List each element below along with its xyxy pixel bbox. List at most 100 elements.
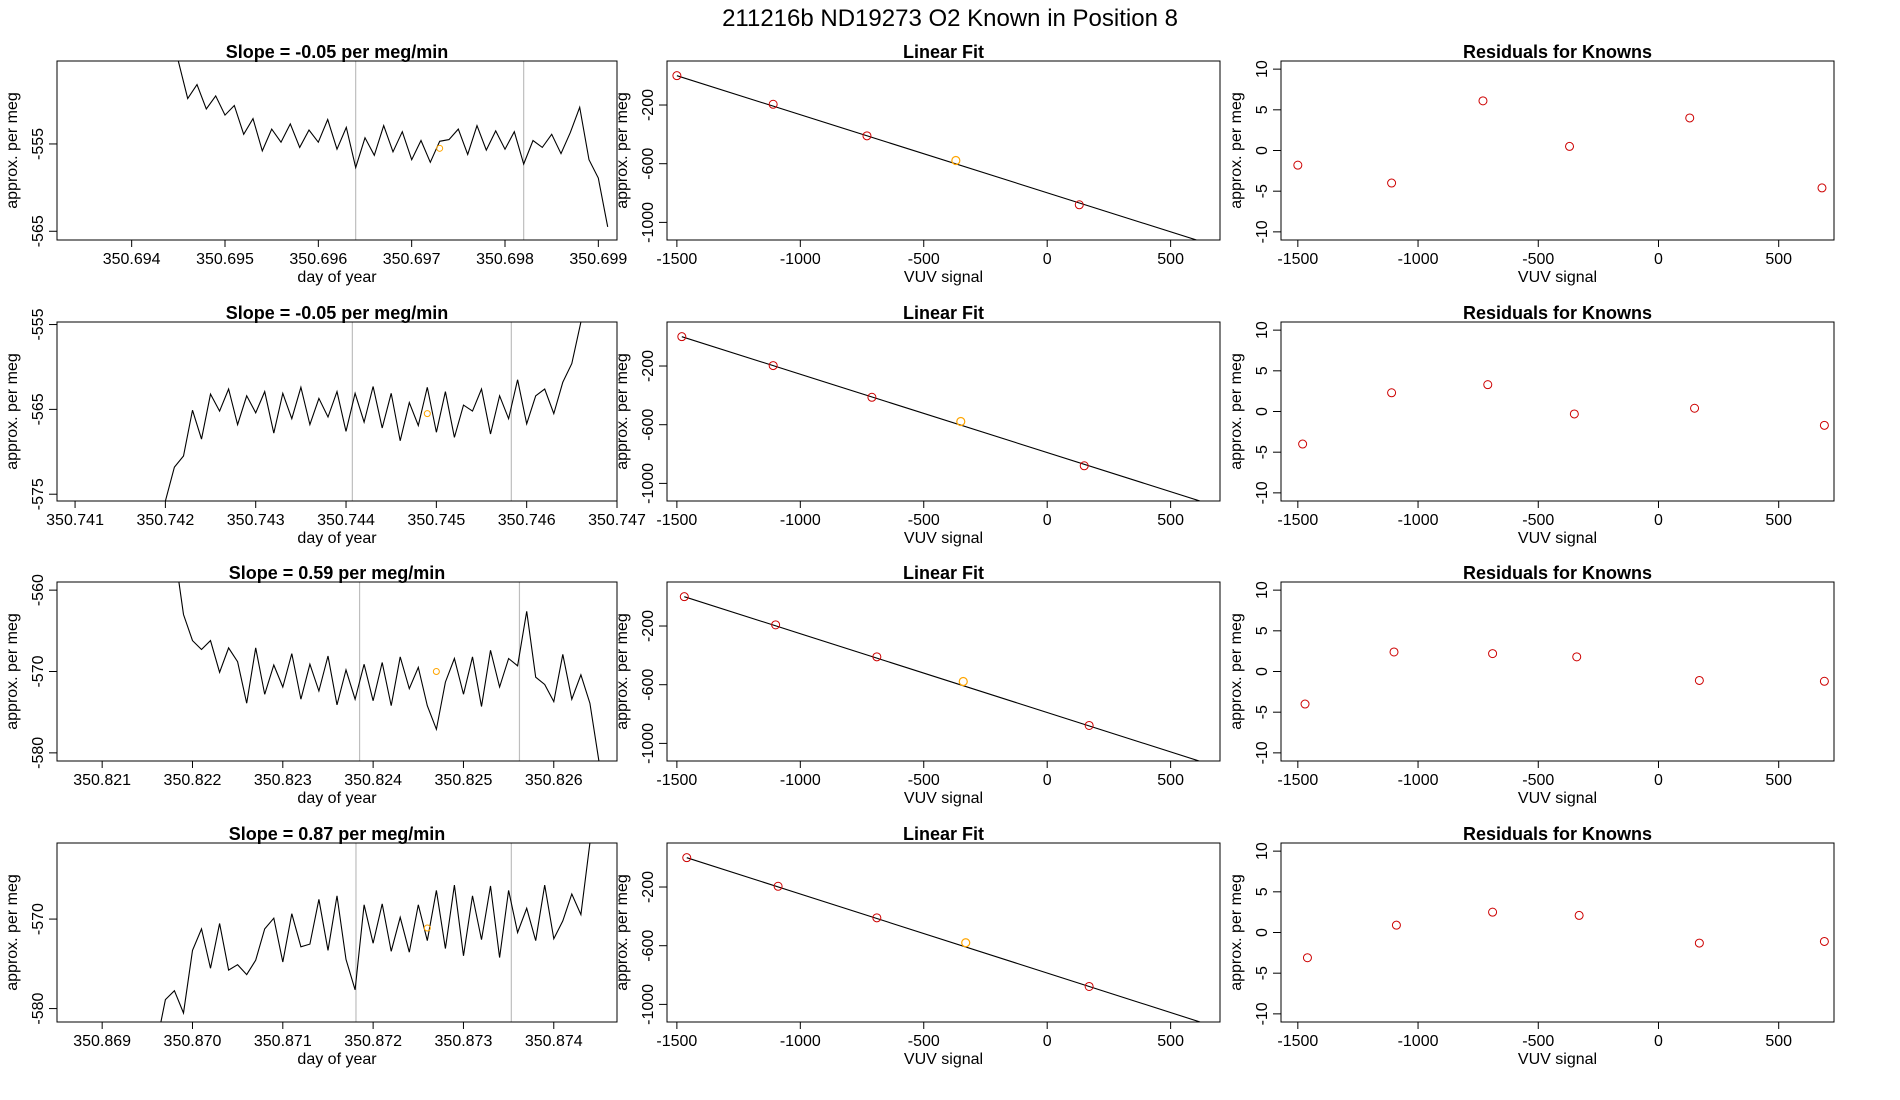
- y-tick-label: -600: [640, 409, 657, 441]
- x-tick-label: -1000: [1398, 512, 1439, 529]
- x-tick-label: -1500: [656, 251, 697, 268]
- y-tick-label: -5: [1254, 184, 1271, 198]
- known-point: [862, 131, 872, 141]
- y-tick-label: -200: [640, 89, 657, 121]
- x-axis-label: day of year: [297, 790, 377, 807]
- sample-point: [961, 938, 971, 948]
- signal-trace: [164, 322, 582, 501]
- residual-point: [1819, 936, 1829, 946]
- panel-res3: Residuals for Knowns -1500 -1000 -500 0 500 10…: [1228, 563, 1835, 807]
- y-tick-label: -200: [640, 350, 657, 382]
- x-tick-label: -500: [908, 1033, 940, 1050]
- panel-res4: Residuals for Knowns -1500 -1000 -500 0 500 10…: [1228, 824, 1835, 1068]
- plot-area: [164, 322, 582, 501]
- plot-area: [677, 332, 1222, 511]
- x-tick-label: -500: [1522, 512, 1554, 529]
- plot-area: [177, 61, 609, 240]
- x-tick-label: 0: [1654, 772, 1663, 789]
- known-point: [1079, 461, 1089, 471]
- panel-title: Residuals for Knowns: [1463, 303, 1652, 323]
- plot-frame: [1280, 321, 1835, 502]
- plot-frame: [56, 581, 618, 762]
- x-tick-label: 350.697: [383, 251, 441, 268]
- residual-point: [1389, 647, 1399, 657]
- y-axis-label: approx. per meg: [1228, 92, 1245, 209]
- x-tick-label: -1500: [1277, 251, 1318, 268]
- x-tick-label: 0: [1043, 1033, 1052, 1050]
- residual-point: [1293, 160, 1303, 170]
- known-point: [1214, 763, 1222, 771]
- plot-frame: [666, 60, 1221, 241]
- x-tick-label: -1000: [780, 512, 821, 529]
- y-tick-label: 0: [1254, 928, 1271, 937]
- y-tick-label: -200: [640, 610, 657, 642]
- y-tick-label: -600: [640, 930, 657, 962]
- x-tick-label: 500: [1765, 512, 1792, 529]
- y-tick-label: -10: [1254, 220, 1271, 243]
- x-tick-label: -1500: [1277, 512, 1318, 529]
- x-tick-label: 350.871: [254, 1033, 312, 1050]
- panel-title: Slope = 0.59 per meg/min: [229, 563, 446, 583]
- x-tick-label: 350.695: [196, 251, 254, 268]
- x-tick-label: 350.824: [344, 772, 402, 789]
- plot-frame: [56, 321, 618, 502]
- x-tick-label: -500: [1522, 772, 1554, 789]
- residual-point: [1694, 675, 1704, 685]
- x-tick-label: 0: [1043, 512, 1052, 529]
- known-point: [1214, 503, 1222, 511]
- panel-grid: Slope = -0.05 per meg/min 350.694 350.695 3…: [4, 42, 1835, 1068]
- panel-time1: Slope = -0.05 per meg/min 350.694 350.695 3…: [4, 42, 627, 286]
- x-tick-label: 350.825: [435, 772, 493, 789]
- residual-point: [1488, 907, 1498, 917]
- fit-line: [686, 857, 1202, 1022]
- plot-frame: [666, 581, 1221, 762]
- residual-point: [1387, 388, 1397, 398]
- known-point: [677, 332, 687, 342]
- x-tick-label: -1000: [780, 1033, 821, 1050]
- x-tick-label: 500: [1157, 512, 1184, 529]
- y-axis-label: approx. per meg: [4, 92, 21, 209]
- y-tick-label: -1000: [640, 202, 657, 243]
- x-tick-label: 350.747: [588, 512, 646, 529]
- y-tick-label: -10: [1254, 1002, 1271, 1025]
- x-tick-label: 0: [1654, 1033, 1663, 1050]
- x-tick-label: 350.869: [73, 1033, 131, 1050]
- known-point: [768, 361, 778, 371]
- x-tick-label: -1000: [1398, 1033, 1439, 1050]
- y-axis-label: approx. per meg: [1228, 613, 1245, 730]
- residual-point: [1819, 676, 1829, 686]
- y-tick-label: -555: [30, 128, 47, 160]
- panel-time4: Slope = 0.87 per meg/min 350.869 350.870 35…: [4, 824, 618, 1068]
- y-axis-label: approx. per meg: [4, 613, 21, 730]
- plot-area: [672, 71, 1199, 240]
- known-point: [771, 620, 781, 630]
- x-tick-label: 500: [1765, 251, 1792, 268]
- x-tick-label: -1500: [1277, 1033, 1318, 1050]
- x-tick-label: -1000: [780, 251, 821, 268]
- x-tick-label: 350.696: [289, 251, 347, 268]
- sample-marker: [423, 410, 431, 418]
- y-axis-label: approx. per meg: [614, 353, 631, 470]
- y-tick-label: 0: [1254, 407, 1271, 416]
- y-tick-label: -580: [30, 737, 47, 769]
- sample-marker: [432, 668, 440, 675]
- x-axis-label: day of year: [297, 269, 377, 286]
- y-axis-label: approx. per meg: [1228, 874, 1245, 991]
- panel-title: Residuals for Knowns: [1463, 563, 1652, 583]
- residual-point: [1572, 652, 1582, 662]
- y-tick-label: -565: [30, 215, 47, 247]
- x-tick-label: 500: [1157, 772, 1184, 789]
- x-tick-label: 500: [1157, 251, 1184, 268]
- known-point: [1074, 200, 1084, 210]
- y-tick-label: -575: [30, 478, 47, 510]
- plot-area: [1300, 647, 1829, 709]
- plot-area: [682, 853, 1202, 1022]
- known-point: [867, 392, 877, 402]
- signal-trace: [160, 843, 591, 1022]
- plot-area: [1302, 907, 1829, 963]
- plot-frame: [1280, 581, 1835, 762]
- residual-point: [1694, 938, 1704, 948]
- x-tick-label: 350.743: [227, 512, 285, 529]
- x-tick-label: -500: [1522, 251, 1554, 268]
